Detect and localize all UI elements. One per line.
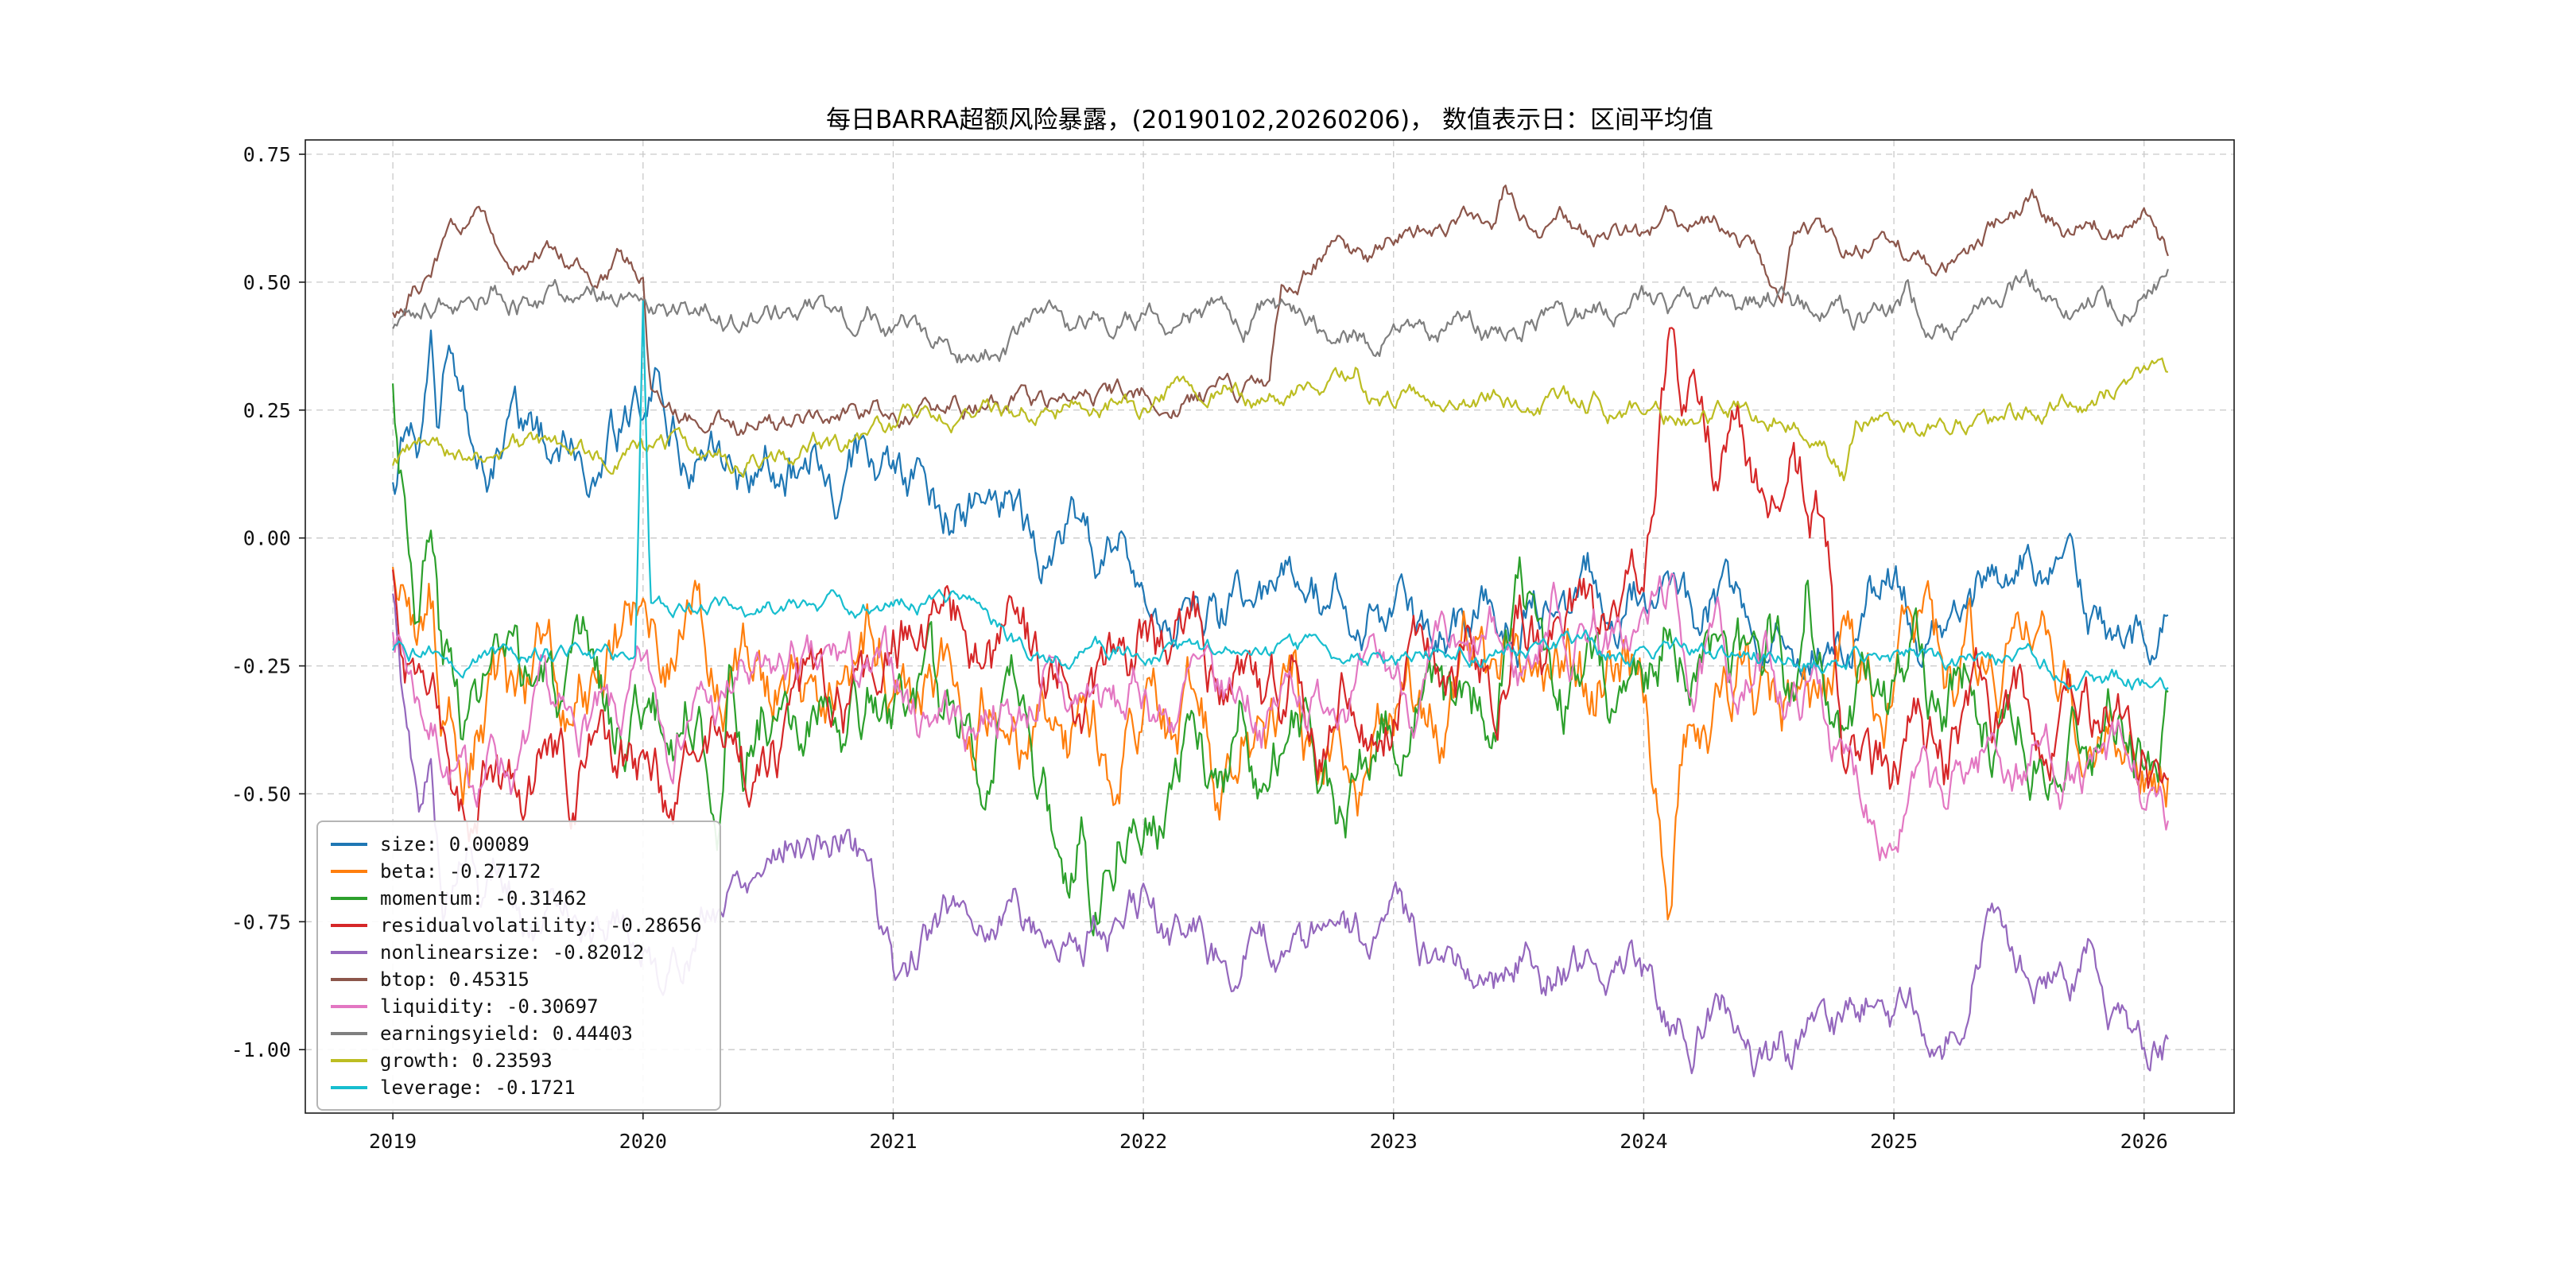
legend-line-swatch-growth <box>331 1058 367 1062</box>
legend-line-swatch-beta <box>331 869 367 873</box>
series-line-momentum <box>392 383 2169 937</box>
legend-entry-size: size: 0.00089 <box>331 832 702 856</box>
legend-line-swatch-leverage <box>331 1085 367 1089</box>
series-line-earningsyield <box>392 269 2169 363</box>
y-tick-label: -0.25 <box>231 655 291 678</box>
legend-label-btop: btop: 0.45315 <box>380 968 530 991</box>
series-line-residualvolatility <box>392 327 2169 843</box>
chart-title: 每日BARRA超额风险暴露，(20190102,20260206)， 数值表示日… <box>826 106 1713 134</box>
y-tick-label: 0.00 <box>243 527 291 550</box>
legend-entry-growth: growth: 0.23593 <box>331 1048 702 1073</box>
legend-line-swatch-momentum <box>331 896 367 900</box>
y-tick-label: -0.50 <box>231 782 291 805</box>
legend-label-leverage: leverage: -0.1721 <box>380 1076 576 1099</box>
legend-label-beta: beta: -0.27172 <box>380 859 541 883</box>
y-tick-label: 0.25 <box>243 399 291 422</box>
legend-entry-earningsyield: earningsyield: 0.44403 <box>331 1021 702 1046</box>
x-tick-label: 2022 <box>1119 1130 1167 1153</box>
series-line-btop <box>392 184 2169 436</box>
legend-label-nonlinearsize: nonlinearsize: -0.82012 <box>380 941 645 964</box>
legend-line-swatch-residualvolatility <box>331 923 367 927</box>
legend: size: 0.00089 beta: -0.27172 momentum: -0.… <box>316 821 721 1111</box>
y-tick-label: 0.50 <box>243 271 291 294</box>
plot-border <box>305 139 2235 1114</box>
legend-line-swatch-nonlinearsize <box>331 950 367 954</box>
legend-entry-momentum: momentum: -0.31462 <box>331 886 702 910</box>
y-tick-label: 0.75 <box>243 143 291 166</box>
legend-entry-leverage: leverage: -0.1721 <box>331 1075 702 1100</box>
legend-label-residualvolatility: residualvolatility: -0.28656 <box>380 914 702 937</box>
legend-entry-beta: beta: -0.27172 <box>331 859 702 883</box>
x-tick-label: 2024 <box>1620 1130 1667 1153</box>
series-line-growth <box>392 357 2169 482</box>
legend-entry-nonlinearsize: nonlinearsize: -0.82012 <box>331 940 702 964</box>
series-line-liquidity <box>392 572 2169 862</box>
x-tick-label: 2025 <box>1870 1130 1918 1153</box>
legend-line-swatch-btop <box>331 977 367 981</box>
legend-entry-residualvolatility: residualvolatility: -0.28656 <box>331 913 702 937</box>
x-tick-label: 2021 <box>869 1130 917 1153</box>
legend-label-size: size: 0.00089 <box>380 832 530 855</box>
series-line-size <box>392 329 2169 681</box>
legend-label-liquidity: liquidity: -0.30697 <box>380 995 599 1018</box>
legend-entry-btop: btop: 0.45315 <box>331 967 702 991</box>
x-tick-label: 2026 <box>2120 1130 2168 1153</box>
y-tick-label: -1.00 <box>231 1038 291 1061</box>
y-tick-label: -0.75 <box>231 910 291 933</box>
legend-line-swatch-earningsyield <box>331 1031 367 1035</box>
legend-label-earningsyield: earningsyield: 0.44403 <box>380 1022 633 1045</box>
x-tick-label: 2019 <box>369 1130 417 1153</box>
x-tick-label: 2020 <box>619 1130 667 1153</box>
legend-line-swatch-size <box>331 842 367 846</box>
legend-label-growth: growth: 0.23593 <box>380 1049 553 1072</box>
legend-entry-liquidity: liquidity: -0.30697 <box>331 994 702 1018</box>
legend-label-momentum: momentum: -0.31462 <box>380 886 588 910</box>
x-tick-label: 2023 <box>1370 1130 1418 1153</box>
series-line-leverage <box>392 300 2169 692</box>
legend-line-swatch-liquidity <box>331 1004 367 1008</box>
